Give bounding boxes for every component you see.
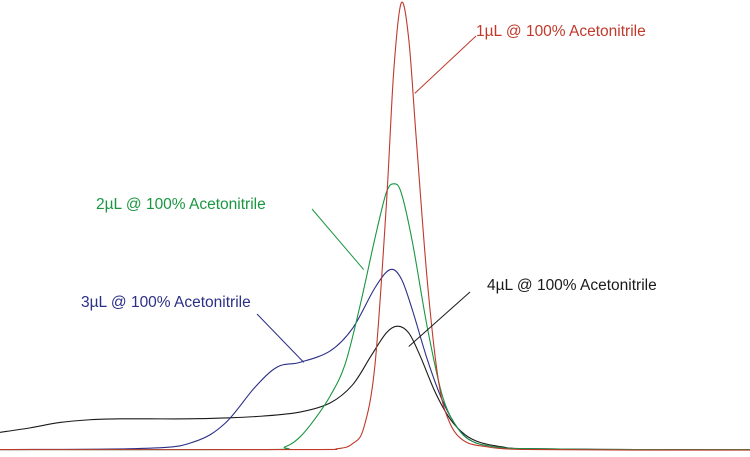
- leader-line-4ul: [408, 291, 471, 347]
- series-line-4ul: [0, 325, 750, 451]
- leader-layer: [256, 35, 477, 363]
- label-2ul: 2µL @ 100% Acetonitrile: [96, 196, 266, 213]
- label-1ul: 1µL @ 100% Acetonitrile: [476, 23, 646, 40]
- leader-line-3ul: [256, 313, 305, 363]
- label-layer: 1µL @ 100% Acetonitrile 2µL @ 100% Aceto…: [81, 23, 657, 311]
- label-3ul: 3µL @ 100% Acetonitrile: [81, 294, 251, 311]
- leader-line-2ul: [311, 208, 365, 271]
- series-line-2ul: [0, 183, 750, 451]
- label-4ul: 4µL @ 100% Acetonitrile: [487, 277, 657, 294]
- leader-line-1ul: [414, 35, 477, 94]
